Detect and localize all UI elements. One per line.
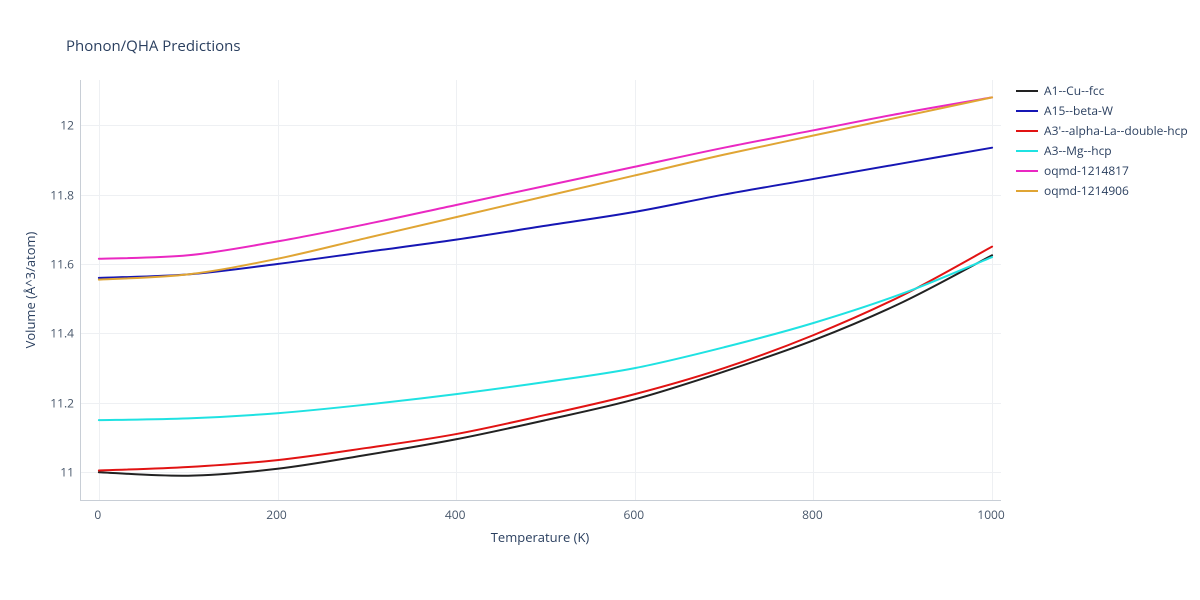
legend-swatch <box>1016 90 1038 92</box>
legend-label: A1--Cu--fcc <box>1044 82 1104 99</box>
y-tick-label: 11 <box>60 464 80 481</box>
legend-label: A15--beta-W <box>1044 102 1113 119</box>
series-line[interactable] <box>99 97 992 279</box>
legend-label: oqmd-1214817 <box>1044 162 1129 179</box>
y-axis-label: Volume (Å^3/atom) <box>21 232 39 349</box>
y-tick-label: 12 <box>60 117 80 134</box>
chart-container: Phonon/QHA Predictions Temperature (K) V… <box>0 0 1200 600</box>
series-line[interactable] <box>99 247 992 471</box>
x-tick-label: 0 <box>94 506 101 523</box>
legend-label: A3'--alpha-La--double-hcp <box>1044 122 1188 139</box>
plot-area[interactable] <box>80 80 1001 501</box>
x-tick-label: 800 <box>802 506 823 523</box>
series-line[interactable] <box>99 257 992 420</box>
x-tick-label: 400 <box>445 506 466 523</box>
series-line[interactable] <box>99 97 992 258</box>
y-tick-label: 11.4 <box>50 325 80 342</box>
y-tick-label: 11.6 <box>50 255 80 272</box>
series-line[interactable] <box>99 255 992 475</box>
x-tick-label: 600 <box>623 506 644 523</box>
legend-label: oqmd-1214906 <box>1044 182 1129 199</box>
y-tick-label: 11.2 <box>50 394 80 411</box>
legend-item[interactable]: A3'--alpha-La--double-hcp <box>1016 122 1188 139</box>
legend-item[interactable]: A3--Mg--hcp <box>1016 142 1188 159</box>
legend-swatch <box>1016 170 1038 172</box>
y-tick-label: 11.8 <box>50 186 80 203</box>
legend-swatch <box>1016 150 1038 152</box>
legend-swatch <box>1016 130 1038 132</box>
chart-title: Phonon/QHA Predictions <box>66 36 241 56</box>
x-tick-label: 1000 <box>977 506 1004 523</box>
chart-lines <box>81 80 1001 500</box>
x-axis-label: Temperature (K) <box>491 528 590 546</box>
legend-item[interactable]: oqmd-1214817 <box>1016 162 1188 179</box>
legend-item[interactable]: oqmd-1214906 <box>1016 182 1188 199</box>
legend-label: A3--Mg--hcp <box>1044 142 1112 159</box>
legend: A1--Cu--fcc A15--beta-W A3'--alpha-La--dou… <box>1016 82 1188 202</box>
legend-swatch <box>1016 110 1038 112</box>
x-tick-label: 200 <box>266 506 287 523</box>
legend-item[interactable]: A1--Cu--fcc <box>1016 82 1188 99</box>
series-line[interactable] <box>99 148 992 278</box>
legend-swatch <box>1016 190 1038 192</box>
legend-item[interactable]: A15--beta-W <box>1016 102 1188 119</box>
